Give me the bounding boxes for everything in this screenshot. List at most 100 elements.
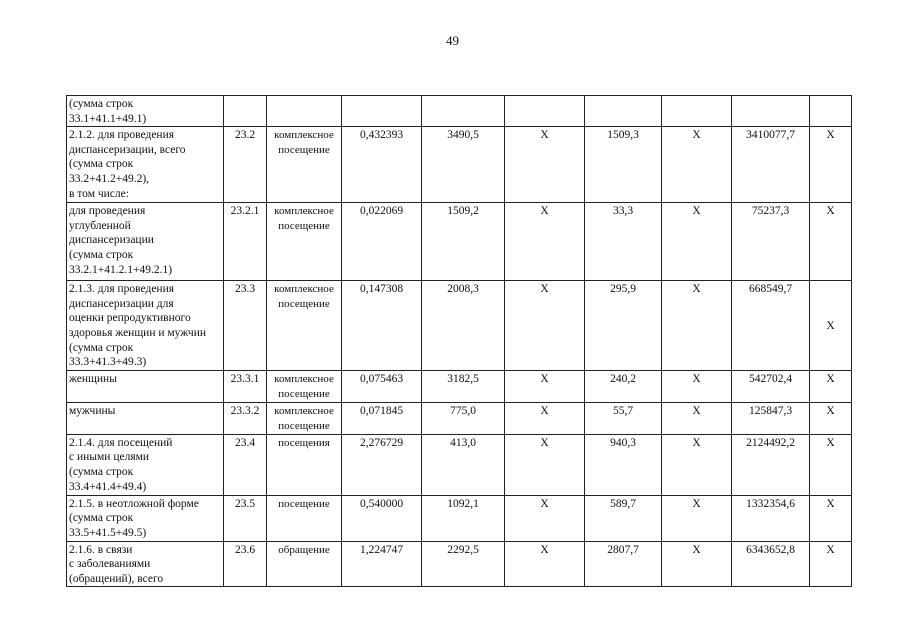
value-3-cell: X — [504, 401, 585, 435]
row-label-cell: для проведения углубленной диспансеризац… — [66, 202, 224, 282]
row-label-cell: 2.1.2. для проведения диспансеризации, в… — [66, 126, 224, 204]
value-7-cell: X — [809, 369, 852, 403]
value-5-cell: X — [661, 494, 732, 542]
value-6-cell: 1332354,6 — [731, 494, 810, 542]
unit-cell: комплексное посещение — [266, 401, 342, 435]
row-code-cell: 23.3 — [223, 280, 267, 371]
value-3-cell: X — [504, 126, 585, 204]
table-row: женщины 23.3.1 комплексное посещение 0,0754… — [66, 369, 852, 403]
value-1-cell — [341, 94, 422, 128]
value-2-cell: 413,0 — [421, 433, 505, 496]
value-7-cell: X — [809, 433, 852, 496]
value-2-cell: 2292,5 — [421, 540, 505, 588]
value-5-cell: X — [661, 369, 732, 403]
table-row: (сумма строк 33.1+41.1+49.1) — [66, 94, 852, 128]
value-4-cell: 295,9 — [584, 280, 662, 371]
value-6-cell: 2124492,2 — [731, 433, 810, 496]
value-1-cell: 2,276729 — [341, 433, 422, 496]
row-label-cell: мужчины — [66, 401, 224, 435]
value-2-cell: 3182,5 — [421, 369, 505, 403]
value-6-cell: 668549,7 — [731, 280, 810, 371]
row-label-cell: 2.1.4. для посещений с иными целями (сум… — [66, 433, 224, 496]
row-code-cell: 23.5 — [223, 494, 267, 542]
value-7-cell: X — [809, 280, 852, 371]
value-3-cell: X — [504, 280, 585, 371]
value-1-cell: 0,147308 — [341, 280, 422, 371]
value-4-cell — [584, 94, 662, 128]
value-5-cell: X — [661, 433, 732, 496]
value-1-cell: 1,224747 — [341, 540, 422, 588]
value-3-cell: X — [504, 202, 585, 282]
value-5-cell: X — [661, 540, 732, 588]
row-code-cell — [223, 94, 267, 128]
table-row: 2.1.5. в неотложной форме (сумма строк 3… — [66, 494, 852, 542]
value-3-cell: X — [504, 540, 585, 588]
value-4-cell: 240,2 — [584, 369, 662, 403]
unit-cell: комплексное посещение — [266, 202, 342, 282]
value-1-cell: 0,432393 — [341, 126, 422, 204]
value-5-cell: X — [661, 280, 732, 371]
row-code-cell: 23.6 — [223, 540, 267, 588]
unit-cell: посещение — [266, 494, 342, 542]
value-4-cell: 589,7 — [584, 494, 662, 542]
value-2-cell: 2008,3 — [421, 280, 505, 371]
value-3-cell — [504, 94, 585, 128]
table-row: для проведения углубленной диспансеризац… — [66, 202, 852, 282]
value-2-cell: 775,0 — [421, 401, 505, 435]
value-7-cell — [809, 94, 852, 128]
value-1-cell: 0,075463 — [341, 369, 422, 403]
row-label-cell: 2.1.6. в связи с заболеваниями (обращени… — [66, 540, 224, 588]
table-row: 2.1.6. в связи с заболеваниями (обращени… — [66, 540, 852, 588]
value-6-cell: 6343652,8 — [731, 540, 810, 588]
table-row: 2.1.3. для проведения диспансеризации дл… — [66, 280, 852, 371]
value-3-cell: X — [504, 433, 585, 496]
value-5-cell: X — [661, 126, 732, 204]
value-4-cell: 940,3 — [584, 433, 662, 496]
value-7-cell: X — [809, 401, 852, 435]
value-2-cell: 3490,5 — [421, 126, 505, 204]
value-5-cell: X — [661, 202, 732, 282]
value-2-cell: 1092,1 — [421, 494, 505, 542]
row-label-cell: (сумма строк 33.1+41.1+49.1) — [66, 94, 224, 128]
row-label-cell: женщины — [66, 369, 224, 403]
row-label-cell: 2.1.5. в неотложной форме (сумма строк 3… — [66, 494, 224, 542]
value-4-cell: 33,3 — [584, 202, 662, 282]
value-6-cell: 3410077,7 — [731, 126, 810, 204]
row-label-cell: 2.1.3. для проведения диспансеризации дл… — [66, 280, 224, 371]
value-7-cell: X — [809, 202, 852, 282]
unit-cell: комплексное посещение — [266, 126, 342, 204]
value-1-cell: 0,540000 — [341, 494, 422, 542]
row-code-cell: 23.3.2 — [223, 401, 267, 435]
value-6-cell: 75237,3 — [731, 202, 810, 282]
row-code-cell: 23.4 — [223, 433, 267, 496]
row-code-cell: 23.2 — [223, 126, 267, 204]
value-5-cell — [661, 94, 732, 128]
value-6-cell: 542702,4 — [731, 369, 810, 403]
value-1-cell: 0,071845 — [341, 401, 422, 435]
value-2-cell: 1509,2 — [421, 202, 505, 282]
data-table: (сумма строк 33.1+41.1+49.1) 2.1.2. для п… — [66, 94, 852, 588]
value-4-cell: 55,7 — [584, 401, 662, 435]
value-6-cell — [731, 94, 810, 128]
value-7-cell: X — [809, 494, 852, 542]
value-4-cell: 2807,7 — [584, 540, 662, 588]
value-1-cell: 0,022069 — [341, 202, 422, 282]
page-number: 49 — [446, 33, 459, 48]
row-code-cell: 23.2.1 — [223, 202, 267, 282]
table-row: мужчины 23.3.2 комплексное посещение 0,0718… — [66, 401, 852, 435]
value-2-cell — [421, 94, 505, 128]
value-7-cell: X — [809, 540, 852, 588]
value-3-cell: X — [504, 369, 585, 403]
row-code-cell: 23.3.1 — [223, 369, 267, 403]
value-3-cell: X — [504, 494, 585, 542]
unit-cell: обращение — [266, 540, 342, 588]
table-row: 2.1.4. для посещений с иными целями (сум… — [66, 433, 852, 496]
table-row: 2.1.2. для проведения диспансеризации, в… — [66, 126, 852, 204]
value-6-cell: 125847,3 — [731, 401, 810, 435]
unit-cell: посещения — [266, 433, 342, 496]
unit-cell: комплексное посещение — [266, 280, 342, 371]
unit-cell — [266, 94, 342, 128]
value-4-cell: 1509,3 — [584, 126, 662, 204]
value-7-cell: X — [809, 126, 852, 204]
unit-cell: комплексное посещение — [266, 369, 342, 403]
